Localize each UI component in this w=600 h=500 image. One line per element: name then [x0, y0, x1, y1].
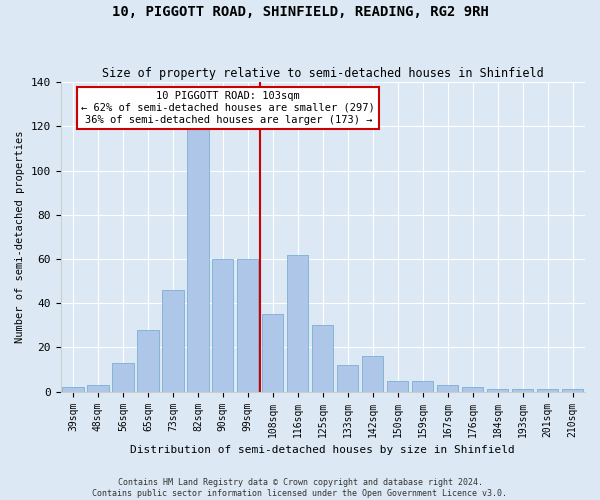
Bar [362, 356, 383, 392]
Bar [187, 115, 209, 392]
Text: 10 PIGGOTT ROAD: 103sqm
← 62% of semi-detached houses are smaller (297)
36% of s: 10 PIGGOTT ROAD: 103sqm ← 62% of semi-de… [82, 92, 375, 124]
Text: 10, PIGGOTT ROAD, SHINFIELD, READING, RG2 9RH: 10, PIGGOTT ROAD, SHINFIELD, READING, RG… [112, 5, 488, 19]
Bar [262, 314, 283, 392]
Bar [512, 390, 533, 392]
Y-axis label: Number of semi-detached properties: Number of semi-detached properties [15, 130, 25, 343]
Bar [163, 290, 184, 392]
Title: Size of property relative to semi-detached houses in Shinfield: Size of property relative to semi-detach… [102, 66, 544, 80]
Bar [88, 385, 109, 392]
X-axis label: Distribution of semi-detached houses by size in Shinfield: Distribution of semi-detached houses by … [130, 445, 515, 455]
Bar [437, 385, 458, 392]
Bar [412, 380, 433, 392]
Bar [137, 330, 158, 392]
Bar [112, 363, 134, 392]
Text: Contains HM Land Registry data © Crown copyright and database right 2024.
Contai: Contains HM Land Registry data © Crown c… [92, 478, 508, 498]
Bar [337, 365, 358, 392]
Bar [212, 259, 233, 392]
Bar [562, 390, 583, 392]
Bar [462, 388, 483, 392]
Bar [487, 390, 508, 392]
Bar [312, 326, 334, 392]
Bar [537, 390, 558, 392]
Bar [287, 254, 308, 392]
Bar [62, 388, 83, 392]
Bar [237, 259, 259, 392]
Bar [387, 380, 409, 392]
